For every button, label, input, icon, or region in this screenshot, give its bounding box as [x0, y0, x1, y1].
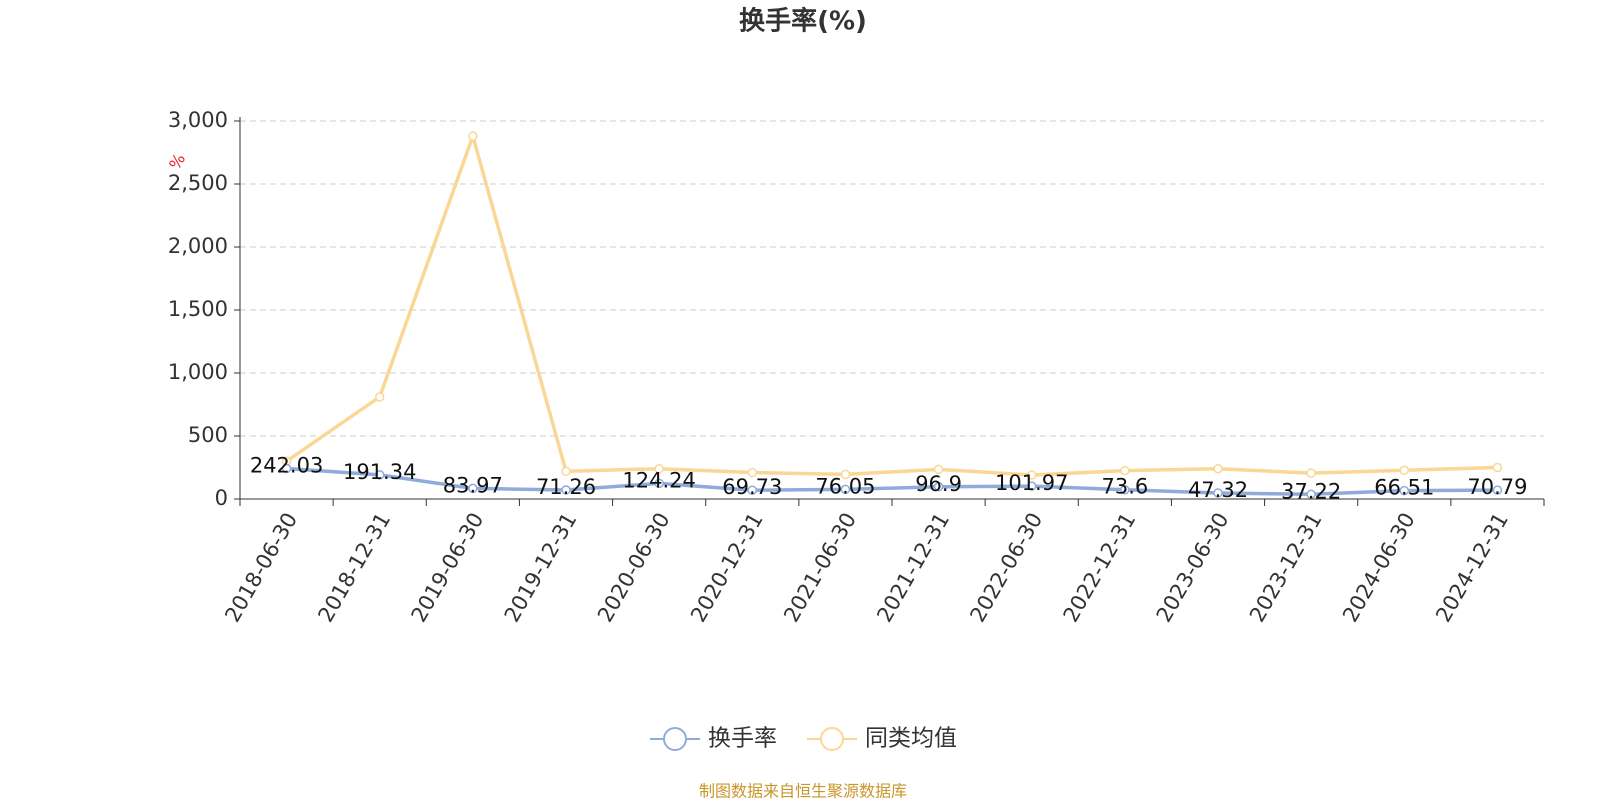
data-point: [1492, 462, 1503, 473]
x-tick-label: 2018-06-30: [220, 509, 302, 627]
data-point: [468, 131, 478, 141]
data-point: [1026, 481, 1037, 491]
series-line: [286, 466, 1498, 497]
data-label: 96.9: [915, 472, 962, 496]
legend-marker: [663, 727, 687, 751]
series-line: [285, 130, 1498, 477]
x-tick-label: 2024-12-31: [1431, 509, 1513, 627]
x-tick-label: 2023-06-30: [1152, 509, 1234, 627]
x-tick-label: 2023-12-31: [1245, 509, 1327, 627]
data-point: [1399, 465, 1410, 476]
data-point: [1306, 489, 1316, 500]
y-tick-label: 1,500: [168, 297, 228, 321]
y-tick-label: 500: [188, 423, 228, 447]
x-tick-label: 2018-12-31: [313, 509, 395, 627]
legend-label: 同类均值: [865, 726, 957, 752]
source-note: 制图数据来自恒生聚源数据库: [699, 782, 907, 800]
data-point: [1026, 470, 1037, 480]
data-label: 71.26: [536, 475, 596, 499]
legend-label: 换手率: [708, 726, 777, 752]
x-tick-label: 2019-12-31: [500, 509, 582, 627]
data-point: [1306, 468, 1316, 478]
y-tick-label: 3,000: [168, 108, 228, 132]
y-tick-label: 2,000: [168, 234, 228, 258]
data-point: [1399, 485, 1410, 496]
legend-marker: [820, 727, 844, 751]
data-point: [468, 483, 478, 494]
data-point: [654, 464, 664, 474]
x-tick-label: 2021-12-31: [872, 509, 954, 627]
data-label: 69.73: [722, 475, 782, 499]
data-point: [933, 482, 944, 492]
x-tick-label: 2020-12-31: [686, 509, 768, 627]
data-label: 124.24: [622, 468, 695, 492]
y-tick-label: 2,500: [168, 171, 228, 195]
chart-title: 换手率(%): [739, 6, 867, 37]
data-point: [561, 466, 571, 477]
y-tick-label: 1,000: [168, 360, 228, 384]
data-point: [374, 470, 385, 480]
x-tick-label: 2020-06-30: [593, 509, 675, 627]
data-label: 83.97: [443, 473, 503, 497]
data-point: [281, 463, 292, 474]
x-tick-label: 2019-06-30: [407, 509, 489, 627]
data-point: [747, 485, 758, 495]
data-point: [654, 478, 664, 489]
x-tick-label: 2024-06-30: [1338, 509, 1420, 627]
data-point: [374, 392, 385, 402]
data-point: [1492, 485, 1503, 495]
data-point: [1213, 464, 1223, 474]
x-tick-label: 2022-12-31: [1059, 509, 1141, 627]
data-point: [561, 485, 571, 495]
data-label: 242.03: [250, 454, 323, 478]
data-point: [840, 484, 851, 495]
data-label: 191.34: [343, 460, 416, 484]
data-label: 37.22: [1281, 479, 1341, 503]
data-point: [1120, 484, 1130, 495]
data-label: 76.05: [815, 474, 875, 498]
data-label: 70.79: [1467, 475, 1527, 499]
data-point: [1120, 465, 1130, 476]
data-point: [840, 469, 851, 480]
data-point: [747, 467, 758, 478]
y-unit: %: [165, 150, 189, 173]
y-tick-label: 0: [215, 486, 228, 510]
data-point: [1213, 488, 1223, 498]
data-label: 101.97: [995, 471, 1068, 495]
x-tick-label: 2022-06-30: [965, 509, 1047, 627]
data-label: 73.6: [1101, 475, 1148, 499]
data-label: 66.51: [1374, 476, 1434, 500]
x-tick-label: 2021-06-30: [779, 509, 861, 627]
data-point: [933, 464, 944, 475]
data-label: 47.32: [1188, 478, 1248, 502]
